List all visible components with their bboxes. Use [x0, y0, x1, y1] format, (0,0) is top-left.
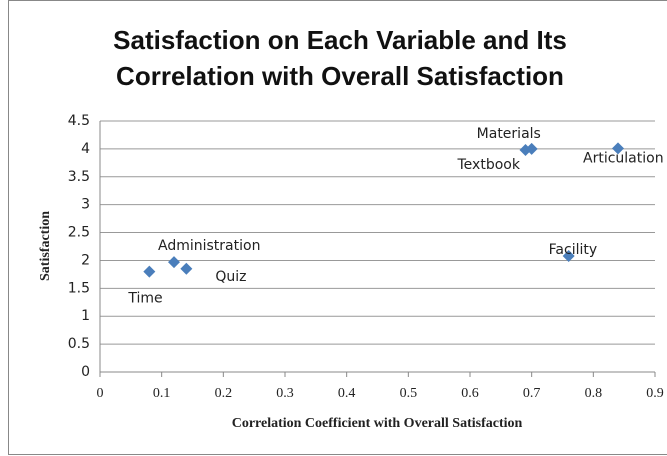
y-tick-label: 4 [81, 141, 90, 157]
point-label: Time [127, 291, 162, 307]
point-label: Facility [549, 242, 598, 258]
y-tick-label: 1 [81, 308, 90, 324]
x-tick-label: 0.2 [215, 386, 233, 401]
point [143, 265, 156, 278]
chart-title: Satisfaction on Each Variable and Its Co… [113, 25, 567, 91]
y-tick-label: 1.5 [68, 280, 90, 296]
x-tick-label: 0.5 [400, 386, 418, 401]
point [612, 142, 624, 155]
point-label: Administration [158, 238, 260, 254]
point [168, 256, 180, 269]
x-tick-label: 0.6 [461, 386, 479, 401]
x-tick-label: 0.3 [276, 386, 294, 401]
point [562, 249, 575, 262]
x-tick-label: 0.7 [523, 386, 541, 401]
point-label: Materials [477, 126, 541, 142]
y-tick-label: 4.5 [68, 113, 90, 129]
point-label: Quiz [215, 269, 246, 285]
point [525, 142, 538, 155]
x-tick-label: 0.9 [646, 386, 664, 401]
x-tick-label: 0.4 [338, 386, 356, 401]
chart-border [8, 0, 667, 455]
x-tick-label: 0 [97, 386, 104, 401]
y-tick-label: 0 [81, 364, 90, 380]
point-label: Textbook [457, 157, 521, 173]
point-label: Articulation [583, 150, 664, 166]
y-axis-label: Satisfaction [38, 211, 53, 281]
x-axis-label: Correlation Coefficient with Overall Sat… [232, 416, 523, 431]
point [180, 262, 193, 275]
y-tick-label: 2 [81, 252, 90, 268]
y-tick-label: 3 [81, 197, 90, 213]
x-tick-label: 0.1 [153, 386, 171, 401]
y-tick-label: 3.5 [68, 169, 90, 185]
y-tick-label: 2.5 [68, 225, 90, 241]
y-tick-label: 0.5 [68, 336, 90, 352]
x-tick-label: 0.8 [585, 386, 603, 401]
